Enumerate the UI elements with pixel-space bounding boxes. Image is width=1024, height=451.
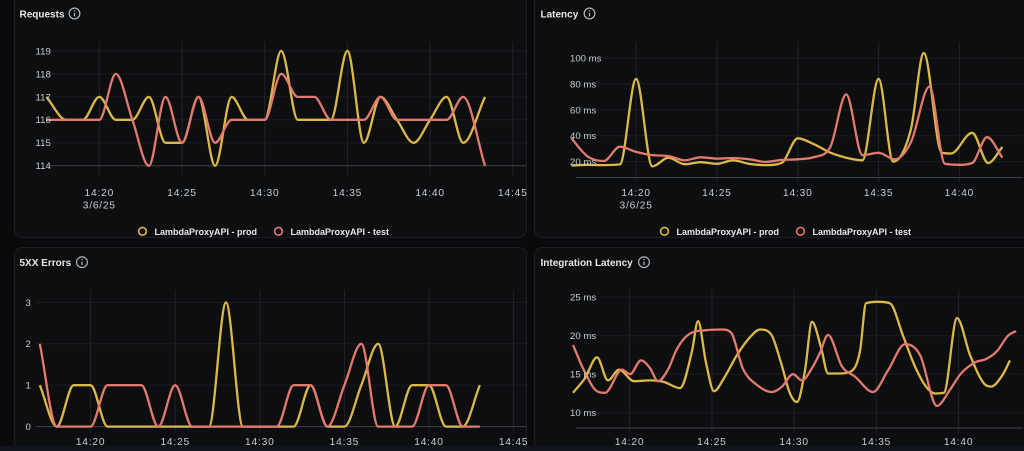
svg-text:116: 116 [36, 115, 51, 126]
svg-text:40 ms: 40 ms [570, 131, 596, 142]
svg-text:Requests: Requests [20, 10, 65, 21]
svg-text:LambdaProxyAPI - prod: LambdaProxyAPI - prod [155, 227, 258, 237]
svg-text:14:30: 14:30 [783, 188, 813, 199]
svg-text:14:20: 14:20 [76, 437, 106, 448]
svg-text:20 ms: 20 ms [570, 331, 596, 342]
svg-text:14:20: 14:20 [85, 188, 115, 199]
svg-text:25 ms: 25 ms [570, 293, 596, 304]
svg-text:10 ms: 10 ms [570, 408, 596, 419]
svg-text:14:35: 14:35 [862, 437, 892, 448]
svg-text:14:30: 14:30 [245, 437, 275, 448]
svg-text:119: 119 [36, 46, 51, 57]
svg-text:14:35: 14:35 [333, 188, 363, 199]
svg-text:14:25: 14:25 [702, 188, 732, 199]
svg-text:118: 118 [36, 69, 51, 80]
svg-text:14:40: 14:40 [944, 437, 974, 448]
svg-text:14:30: 14:30 [779, 437, 809, 448]
svg-text:14:40: 14:40 [415, 188, 445, 199]
svg-text:100 ms: 100 ms [570, 54, 602, 65]
svg-text:3/6/25: 3/6/25 [620, 201, 653, 212]
svg-text:80 ms: 80 ms [570, 80, 596, 91]
svg-text:Integration Latency: Integration Latency [541, 258, 634, 269]
svg-text:14:20: 14:20 [621, 188, 651, 199]
svg-text:LambdaProxyAPI - prod: LambdaProxyAPI - prod [677, 227, 780, 237]
svg-text:14:40: 14:40 [414, 437, 444, 448]
svg-text:LambdaProxyAPI - test: LambdaProxyAPI - test [813, 227, 912, 237]
svg-text:5XX Errors: 5XX Errors [20, 258, 72, 269]
svg-text:14:35: 14:35 [864, 188, 894, 199]
svg-text:14:25: 14:25 [167, 188, 197, 199]
svg-text:2: 2 [26, 339, 31, 350]
svg-text:14:40: 14:40 [945, 188, 975, 199]
svg-text:117: 117 [36, 92, 51, 103]
svg-text:14:20: 14:20 [615, 437, 645, 448]
svg-text:3: 3 [26, 298, 31, 309]
svg-text:114: 114 [36, 161, 52, 172]
svg-text:0: 0 [26, 422, 31, 433]
svg-text:115: 115 [36, 138, 51, 149]
svg-text:14:45: 14:45 [499, 437, 529, 448]
svg-text:20 ms: 20 ms [570, 157, 596, 168]
svg-text:14:25: 14:25 [160, 437, 190, 448]
svg-text:1: 1 [26, 381, 31, 392]
svg-text:14:25: 14:25 [697, 437, 727, 448]
svg-text:60 ms: 60 ms [570, 105, 596, 116]
svg-text:14:30: 14:30 [250, 188, 280, 199]
svg-text:LambdaProxyAPI - test: LambdaProxyAPI - test [291, 227, 390, 237]
svg-text:3/6/25: 3/6/25 [83, 201, 116, 212]
svg-text:14:45: 14:45 [498, 188, 528, 199]
svg-text:14:35: 14:35 [330, 437, 360, 448]
svg-text:Latency: Latency [541, 10, 579, 21]
svg-text:15 ms: 15 ms [570, 370, 596, 381]
